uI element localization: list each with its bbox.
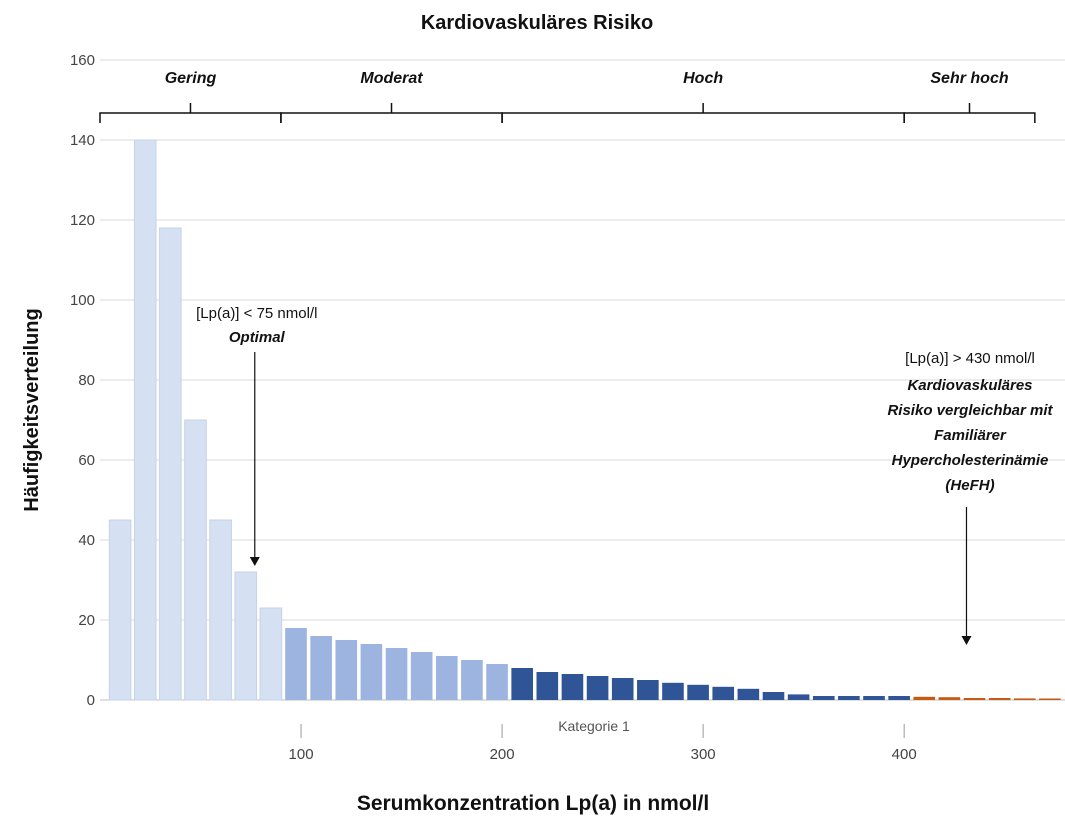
zone-label: Gering bbox=[165, 70, 217, 87]
zone-label: Hoch bbox=[683, 70, 723, 87]
x-axis-label: Serumkonzentration Lp(a) in nmol/l bbox=[357, 792, 709, 815]
bar bbox=[913, 696, 936, 700]
y-tick-label: 160 bbox=[70, 52, 95, 69]
x-axis-ticks: 100 200 300 400 bbox=[289, 724, 917, 763]
bar bbox=[461, 660, 483, 700]
annotation-text: Hypercholesterinämie bbox=[892, 452, 1049, 469]
x-tick-label: 100 bbox=[289, 746, 314, 763]
annotation-text: Optimal bbox=[229, 329, 286, 346]
bar bbox=[285, 628, 307, 700]
annotation-text: [Lp(a)] > 430 nmol/l bbox=[905, 350, 1035, 367]
bar bbox=[1039, 698, 1061, 700]
x-tick-label: 200 bbox=[490, 746, 515, 763]
x-tick-label: 400 bbox=[892, 746, 917, 763]
bar bbox=[611, 678, 634, 700]
bar bbox=[234, 571, 258, 701]
bar bbox=[938, 697, 961, 700]
bar bbox=[511, 668, 533, 700]
bar bbox=[762, 692, 785, 700]
bar bbox=[133, 139, 157, 701]
risk-zones: Gering Moderat Hoch Sehr hoch bbox=[99, 70, 1036, 123]
y-tick-label: 20 bbox=[78, 612, 95, 629]
zone-brace bbox=[280, 103, 503, 123]
bar bbox=[812, 696, 835, 700]
bar bbox=[310, 636, 332, 700]
bars bbox=[108, 139, 1061, 701]
bar bbox=[561, 674, 584, 700]
y-tick-label: 60 bbox=[78, 452, 95, 469]
y-axis-ticks: 0 20 40 60 80 100 120 140 160 bbox=[70, 52, 95, 709]
bar bbox=[435, 656, 458, 700]
y-axis-label: Häufigkeitsverteilung bbox=[21, 308, 43, 511]
bar bbox=[259, 607, 283, 701]
bar bbox=[410, 652, 433, 700]
zone-label: Moderat bbox=[360, 70, 423, 87]
bar bbox=[712, 686, 735, 700]
arrow-head bbox=[961, 636, 972, 645]
zone-brace bbox=[501, 103, 905, 123]
arrow-head bbox=[249, 557, 260, 566]
bar bbox=[536, 672, 559, 700]
bar bbox=[1013, 698, 1036, 700]
bar bbox=[184, 419, 207, 701]
bar bbox=[988, 698, 1011, 700]
annotations: [Lp(a)] < 75 nmol/l Optimal [Lp(a)] > 430 … bbox=[196, 305, 1054, 645]
x-tick-label: 300 bbox=[691, 746, 716, 763]
bar bbox=[737, 688, 760, 700]
bar bbox=[687, 684, 709, 700]
bar bbox=[360, 644, 383, 700]
category-label: Kategorie 1 bbox=[558, 718, 630, 734]
bar bbox=[159, 227, 182, 701]
chart-title: Kardiovaskuläres Risiko bbox=[421, 12, 653, 34]
bar bbox=[662, 682, 684, 700]
annotation-text: Kardiovaskuläres bbox=[907, 377, 1032, 394]
bar bbox=[108, 519, 132, 701]
annotation-text: (HeFH) bbox=[945, 477, 994, 494]
bar bbox=[637, 680, 659, 700]
y-tick-label: 80 bbox=[78, 372, 95, 389]
bar bbox=[335, 640, 358, 700]
bar bbox=[209, 519, 232, 701]
annotation-text: [Lp(a)] < 75 nmol/l bbox=[196, 305, 317, 322]
bar bbox=[888, 696, 910, 700]
y-tick-label: 100 bbox=[70, 292, 95, 309]
zone-brace bbox=[903, 103, 1036, 123]
bar bbox=[586, 676, 609, 700]
y-tick-label: 40 bbox=[78, 532, 95, 549]
bar bbox=[486, 664, 508, 700]
bar bbox=[787, 694, 810, 700]
zone-brace bbox=[99, 103, 282, 123]
y-tick-label: 120 bbox=[70, 212, 95, 229]
bar bbox=[863, 696, 885, 700]
bar bbox=[838, 696, 860, 700]
y-tick-label: 140 bbox=[70, 132, 95, 149]
bar bbox=[385, 648, 408, 700]
annotation-text: Familiärer bbox=[934, 427, 1007, 444]
annotation-text: Risiko vergleichbar mit bbox=[887, 402, 1053, 419]
y-tick-label: 0 bbox=[87, 692, 95, 709]
bar bbox=[963, 698, 986, 700]
zone-label: Sehr hoch bbox=[930, 70, 1008, 87]
